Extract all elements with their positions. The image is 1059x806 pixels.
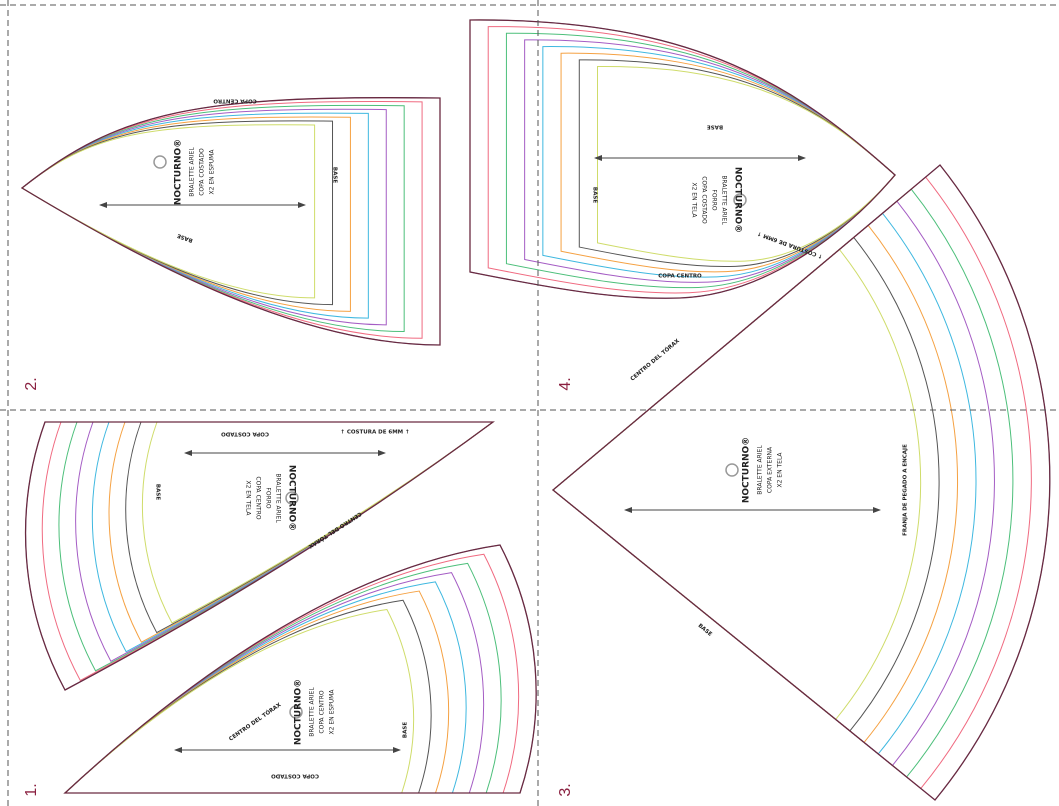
piece-info: NOCTURNO® BRALETTE ARIEL COPA EXTERNA X2… [742,437,784,503]
size-outline [22,117,350,311]
piece-number: 4. [557,377,574,390]
size-outline [553,177,1031,788]
size-outline [488,27,895,293]
edge-label: FRANJA DE PEGADO A ENCAJE [903,444,909,536]
piece-edge [24,421,495,691]
info-line: BRALETTE ARIEL [757,445,764,495]
info-line: X2 EN TELA [245,480,252,516]
edge-label: COPA COSTADO [221,431,269,437]
size-outline [109,422,493,642]
info-line: FORRO [711,189,718,211]
size-outline [579,60,895,267]
info-line: COPA EXTERNA [767,446,774,493]
edge-label: BASE [592,187,598,203]
info-line: BRALETTE ARIEL [309,687,316,737]
size-outline [92,422,493,652]
size-outline [553,165,1050,800]
info-line: FORRO [265,487,272,509]
size-outline [525,40,895,283]
pattern-pieces [20,19,1051,801]
info-line: BRALETTE ARIEL [721,175,728,225]
piece-info: NOCTURNO® BRALETTE ARIEL FORRO COPA CENT… [245,465,297,531]
size-outline [598,66,896,261]
piece-edge [551,164,1051,801]
brand: NOCTURNO® [733,167,743,233]
edge-label: COPA CENTRO [213,98,257,104]
piece-info: NOCTURNO® BRALETTE ARIEL COPA CENTRO X2 … [294,679,336,745]
piece-number: 3. [557,783,574,796]
size-outline [506,33,895,287]
info-line: COPA CENTRO [319,690,326,733]
info-line: COPA COSTADO [701,176,708,224]
brand: NOCTURNO® [294,679,304,745]
piece-info: NOCTURNO® BRALETTE ARIEL COPA COSTADO X2… [174,139,216,205]
size-outline [22,113,368,318]
size-outline [65,554,519,793]
edge-label: ↑ COSTURA DE 6MM ↑ [340,429,409,436]
edge-label: BASE [697,623,713,638]
piece-info: NOCTURNO® BRALETTE ARIEL FORRO COPA COST… [691,167,743,233]
size-outline [22,105,404,331]
size-outline [22,109,386,325]
edge-label: BASE [332,167,338,183]
piece-number: 2. [23,377,40,390]
brand: NOCTURNO® [742,437,752,503]
size-outline [543,47,895,278]
edge-label: BASE [403,722,409,738]
size-outline [553,250,921,720]
size-outline [65,582,466,793]
info-line: COPA CENTRO [255,476,262,519]
brand: NOCTURNO® [174,139,184,205]
edge-label: COPA CENTRO [658,274,702,280]
piece-edge [63,544,537,794]
size-outline [65,609,414,793]
size-outline [65,600,431,793]
size-outline [553,201,994,765]
piece-edge [469,19,896,299]
piece-edge [20,97,441,346]
edge-label: CENTRO DEL TÓRAX [629,337,681,383]
size-outline [65,573,484,793]
size-outline [561,53,895,272]
size-outline [553,225,958,742]
size-outline [553,213,976,754]
logo-icons [153,155,747,719]
info-line: X2 EN TELA [691,182,698,218]
brand: NOCTURNO® [287,465,297,531]
size-outline [65,591,449,793]
info-line: X2 EN TELA [777,452,784,488]
info-line: COPA COSTADO [199,148,206,196]
edge-label: BASE [155,484,161,500]
info-line: BRALETTE ARIEL [275,473,282,523]
grain-arrows [99,155,881,753]
edge-label: BASE [176,232,193,243]
size-outline [22,98,440,345]
piece-number: 1. [23,783,40,796]
edge-label: CENTRO DEL TÓRAX [307,510,363,550]
size-outline [22,125,315,298]
size-outline [65,563,501,793]
info-line: BRALETTE ARIEL [189,147,196,197]
edge-label: CENTRO DEL TÓRAX [228,701,283,743]
size-outline [553,189,1013,777]
edge-label: COPA COSTADO [271,773,319,779]
info-line: X2 EN ESPUMA [209,149,216,195]
edge-label: BASE [707,124,723,130]
size-outline [553,237,939,730]
info-line: X2 EN ESPUMA [329,689,336,735]
size-outline [126,422,493,633]
size-outline [22,102,422,339]
